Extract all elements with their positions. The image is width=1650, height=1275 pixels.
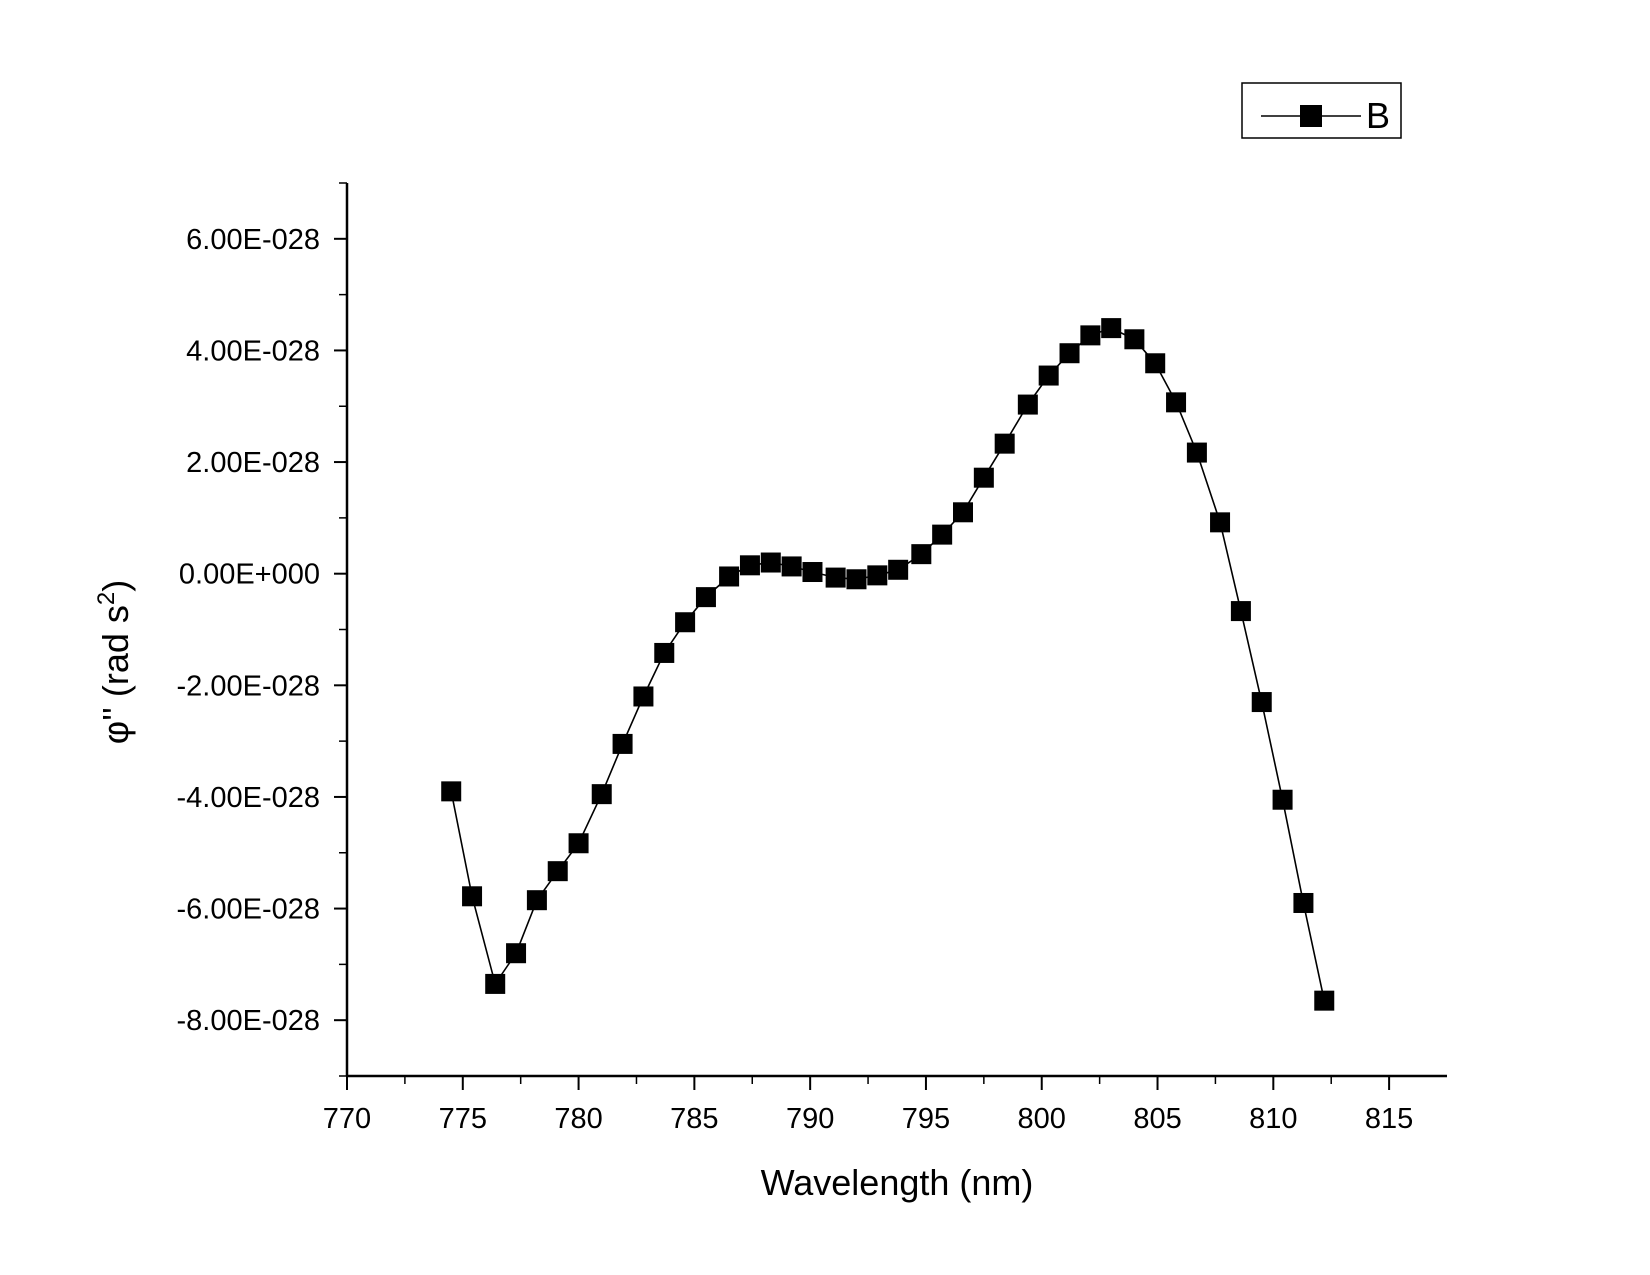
axes	[345, 183, 1447, 1078]
y-ticks: -8.00E-028 -6.00E-028 -4.00E-028 -2.00E-028…	[177, 182, 347, 1077]
data-point	[1230, 601, 1251, 622]
y-axis-title-main: φ'' (rad s	[95, 605, 136, 744]
x-tick-label: 805	[1133, 1103, 1181, 1135]
data-point	[1080, 325, 1101, 346]
data-point	[867, 565, 888, 586]
data-point	[953, 502, 973, 523]
data-point	[1314, 990, 1335, 1011]
data-point	[994, 433, 1015, 454]
legend: B	[1241, 82, 1402, 139]
data-point	[846, 569, 867, 590]
data-point	[932, 524, 953, 545]
y-axis-title: φ'' (rad s2)	[93, 580, 136, 744]
data-point	[506, 943, 527, 964]
data-point	[1017, 394, 1038, 415]
data-point	[547, 861, 568, 882]
x-tick-label: 770	[323, 1103, 371, 1135]
x-tick-label: 810	[1249, 1103, 1297, 1135]
data-point	[591, 784, 612, 805]
data-point	[1124, 329, 1145, 350]
x-tick-label: 775	[439, 1103, 487, 1135]
y-tick-label: -4.00E-028	[177, 782, 321, 814]
x-tick-label: 800	[1018, 1103, 1066, 1135]
data-point	[825, 567, 846, 588]
x-axis-title: Wavelength (nm)	[761, 1162, 1034, 1203]
data-point	[1293, 892, 1314, 913]
data-point	[612, 733, 633, 754]
data-point	[568, 833, 589, 854]
data-point	[485, 973, 506, 994]
data-point	[888, 559, 909, 580]
legend-marker	[1300, 105, 1322, 127]
x-tick-label: 785	[670, 1103, 718, 1135]
series-b-line	[450, 327, 1326, 1001]
data-point	[1166, 392, 1187, 413]
y-axis-title-superscript: 2	[93, 592, 120, 605]
data-point	[1145, 353, 1166, 374]
y-tick-label: -2.00E-028	[177, 670, 321, 702]
data-point	[1251, 692, 1272, 713]
series-line	[450, 327, 1326, 1001]
data-point	[675, 612, 696, 633]
data-point	[973, 467, 994, 488]
y-tick-label: -6.00E-028	[177, 894, 321, 926]
data-point	[739, 555, 760, 576]
data-point	[802, 562, 823, 583]
y-tick-label: 4.00E-028	[186, 335, 320, 367]
data-point	[1272, 789, 1293, 810]
y-tick-label: -8.00E-028	[177, 1005, 321, 1037]
y-tick-label: 6.00E-028	[186, 224, 320, 256]
x-tick-label: 780	[554, 1103, 602, 1135]
data-point	[911, 544, 932, 565]
x-tick-label: 790	[786, 1103, 834, 1135]
data-point	[1101, 318, 1122, 339]
y-axis-title-close: )	[95, 580, 136, 592]
x-ticks: 770 775 780 785 790 795 800 805 810 815	[323, 1076, 1413, 1135]
data-point	[719, 566, 740, 587]
y-tick-label: 2.00E-028	[186, 447, 320, 479]
data-point	[1186, 442, 1207, 463]
data-point	[462, 886, 483, 907]
x-tick-label: 795	[902, 1103, 950, 1135]
data-point	[526, 890, 547, 911]
data-point	[1210, 512, 1231, 533]
data-point	[654, 642, 675, 663]
data-point	[760, 552, 781, 573]
data-point	[1038, 365, 1059, 386]
data-point	[781, 556, 802, 577]
data-point	[633, 686, 654, 707]
data-point	[695, 587, 716, 608]
series-points	[441, 318, 1335, 1011]
legend-label: B	[1366, 95, 1390, 136]
y-tick-label: 0.00E+000	[179, 559, 320, 591]
data-point	[1059, 343, 1080, 364]
data-point	[441, 781, 462, 802]
x-tick-label: 815	[1365, 1103, 1413, 1135]
